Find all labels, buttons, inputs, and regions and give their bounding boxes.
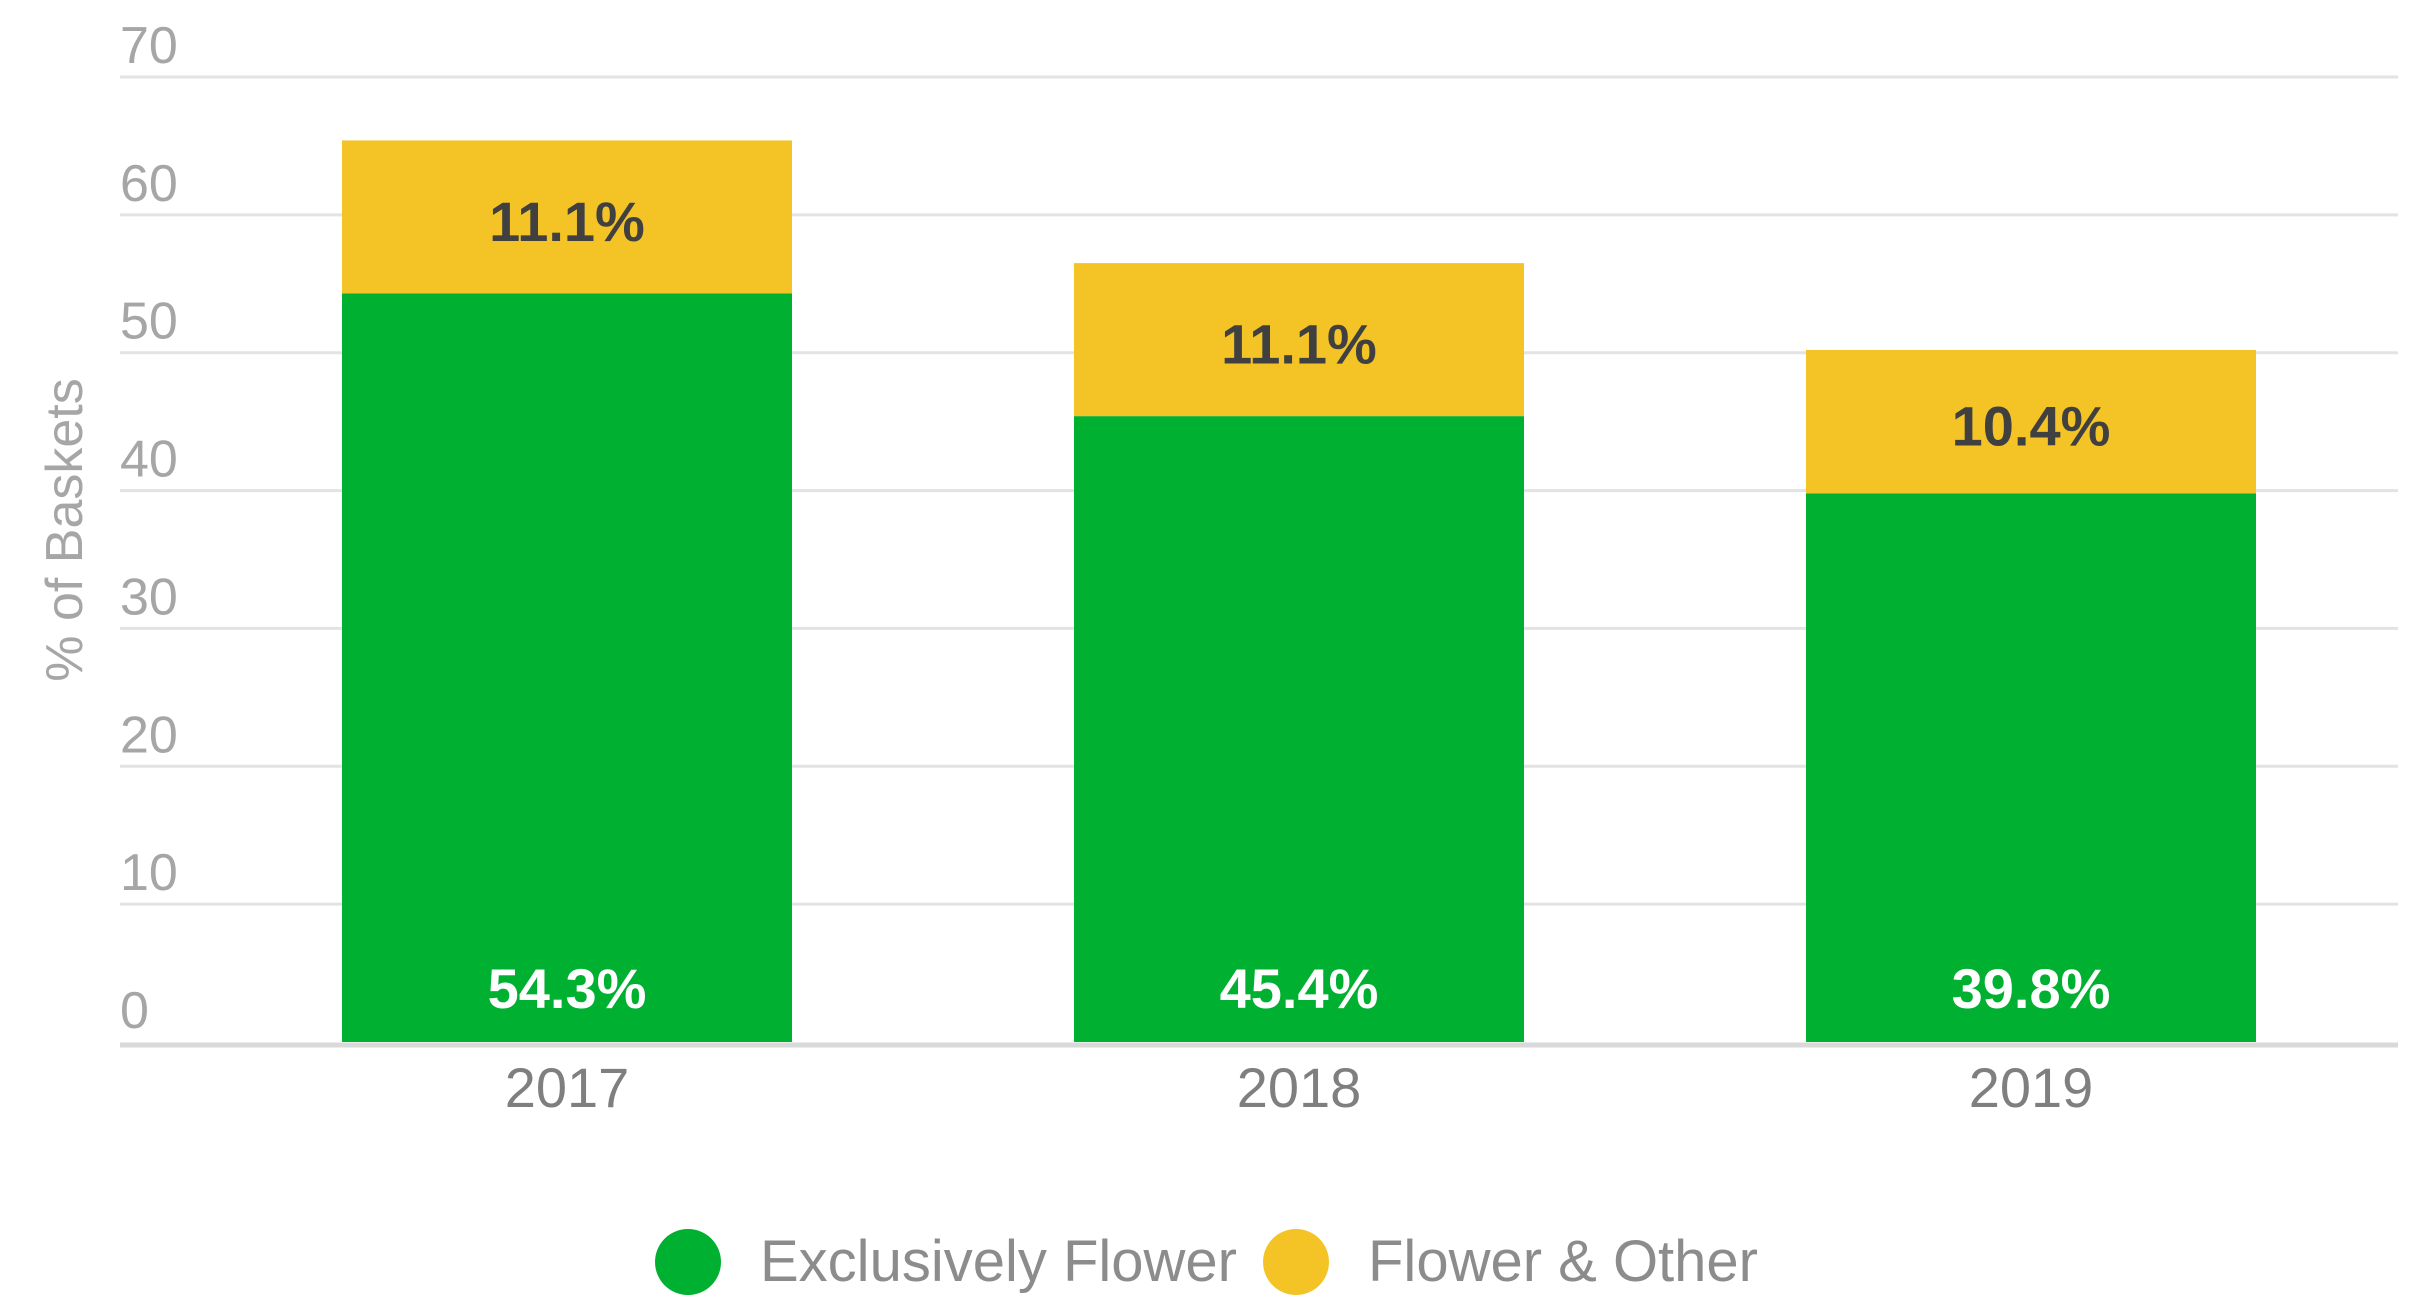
x-tick-label: 2019 (1969, 1056, 2094, 1119)
legend-label: Exclusively Flower (760, 1229, 1237, 1294)
legend-label: Flower & Other (1368, 1229, 1758, 1294)
bar-segment (1806, 349, 2256, 494)
y-tick-label: 50 (120, 293, 178, 351)
bar-segment (342, 293, 792, 1043)
data-label: 11.1% (489, 190, 645, 253)
y-tick-label: 70 (120, 17, 178, 75)
y-tick-label: 60 (120, 155, 178, 213)
data-label: 11.1% (1221, 313, 1377, 376)
y-tick-label: 20 (120, 706, 178, 764)
bar-segment (1074, 416, 1524, 1043)
legend: Exclusively Flower Flower & Other (655, 1229, 1758, 1295)
data-label: 45.4% (1220, 957, 1379, 1020)
data-label: 39.8% (1952, 957, 2111, 1020)
y-tick-label: 0 (120, 982, 149, 1040)
bar-segment (1806, 493, 2256, 1042)
bars: 54.3% 11.1% 45.4% 11.1% 39.8% 10.4% (342, 140, 2256, 1043)
x-tick-label: 2017 (505, 1056, 630, 1119)
y-tick-label: 10 (120, 844, 178, 902)
data-label: 10.4% (1952, 395, 2111, 458)
legend-marker (1263, 1229, 1329, 1295)
bar-segment (1074, 263, 1524, 417)
x-tick-label: 2018 (1237, 1056, 1362, 1119)
x-axis-labels: 2017 2018 2019 (505, 1056, 2094, 1119)
data-label: 54.3% (488, 957, 647, 1020)
bar-segment (342, 140, 792, 294)
y-axis-title: % of Baskets (36, 378, 94, 681)
y-tick-label: 40 (120, 431, 178, 489)
y-tick-label: 30 (120, 568, 178, 626)
legend-marker (655, 1229, 721, 1295)
y-axis-ticks: 0 10 20 30 40 50 60 70 (120, 17, 178, 1040)
